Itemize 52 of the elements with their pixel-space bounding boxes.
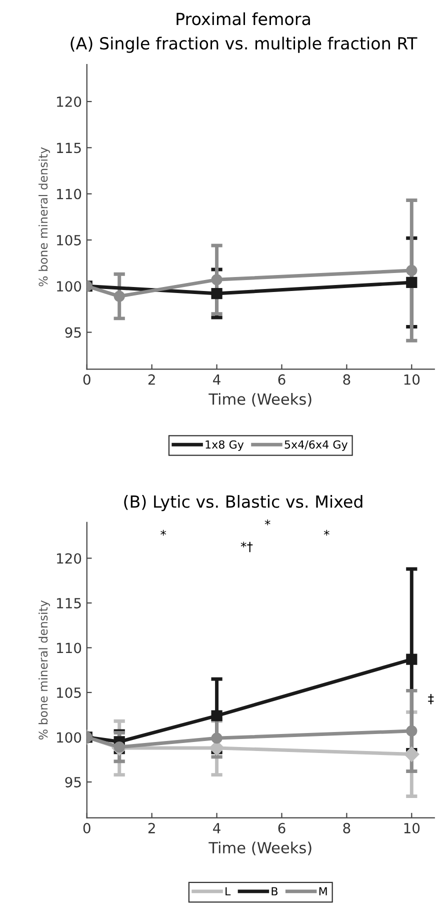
- point: [406, 264, 418, 276]
- point: [114, 742, 125, 753]
- legend-label: M: [319, 887, 327, 896]
- chart-subtitle: (A) Single fraction vs. multiple fraction RT: [70, 36, 418, 53]
- x-tick-label: 6: [278, 822, 286, 834]
- x-tick-label: 4: [213, 374, 220, 385]
- annotation: *: [160, 530, 166, 536]
- point: [406, 725, 418, 737]
- x-tick-label: 0: [83, 822, 90, 834]
- point: [114, 290, 125, 302]
- x-tick-label: 10: [404, 822, 420, 834]
- point: [406, 654, 418, 665]
- annotation: ‡: [428, 694, 434, 704]
- y-tick-label: 105: [57, 234, 81, 246]
- x-tick-label: 0: [83, 374, 90, 385]
- x-tick-label: 6: [278, 374, 286, 385]
- y-axis-title: % bone mineral density: [38, 600, 50, 740]
- point: [211, 710, 222, 722]
- legend-label: B: [272, 887, 278, 896]
- x-axis-title: Time (Weeks): [208, 393, 312, 407]
- x-tick-label: 2: [148, 374, 155, 385]
- point: [211, 732, 222, 744]
- chart-title: (B) Lytic vs. Blastic vs. Mixed: [124, 494, 362, 512]
- y-tick-label: 115: [57, 142, 81, 154]
- annotation: *†: [240, 542, 253, 552]
- y-tick-label: 105: [57, 687, 81, 698]
- annotation: *: [324, 530, 330, 536]
- y-tick-label: 110: [57, 642, 82, 654]
- y-tick-label: 120: [57, 96, 82, 108]
- point: [404, 746, 420, 762]
- x-tick-label: 2: [148, 822, 155, 834]
- annotation: *: [264, 520, 270, 526]
- y-tick-label: 100: [57, 281, 82, 292]
- y-tick-label: 95: [65, 776, 81, 788]
- x-tick-label: 8: [343, 374, 350, 385]
- legend-label: 5x4/6x4 Gy: [284, 440, 348, 451]
- legend-label: L: [226, 887, 231, 896]
- x-tick-label: 10: [404, 374, 420, 385]
- x-axis-title: Time (Weeks): [208, 842, 312, 856]
- chart-title: Proximal femora: [176, 12, 310, 26]
- point: [406, 276, 418, 288]
- y-tick-label: 120: [57, 553, 82, 564]
- point: [211, 288, 222, 300]
- x-tick-label: 4: [213, 823, 220, 834]
- y-axis-title: % bone mineral density: [38, 147, 50, 286]
- y-tick-label: 100: [57, 732, 82, 743]
- y-tick-label: 110: [57, 188, 82, 200]
- legend-label: 1x8 Gy: [206, 440, 244, 451]
- y-tick-label: 95: [65, 327, 81, 338]
- x-tick-label: 8: [343, 822, 350, 834]
- point: [211, 274, 222, 286]
- y-tick-label: 115: [57, 598, 81, 608]
